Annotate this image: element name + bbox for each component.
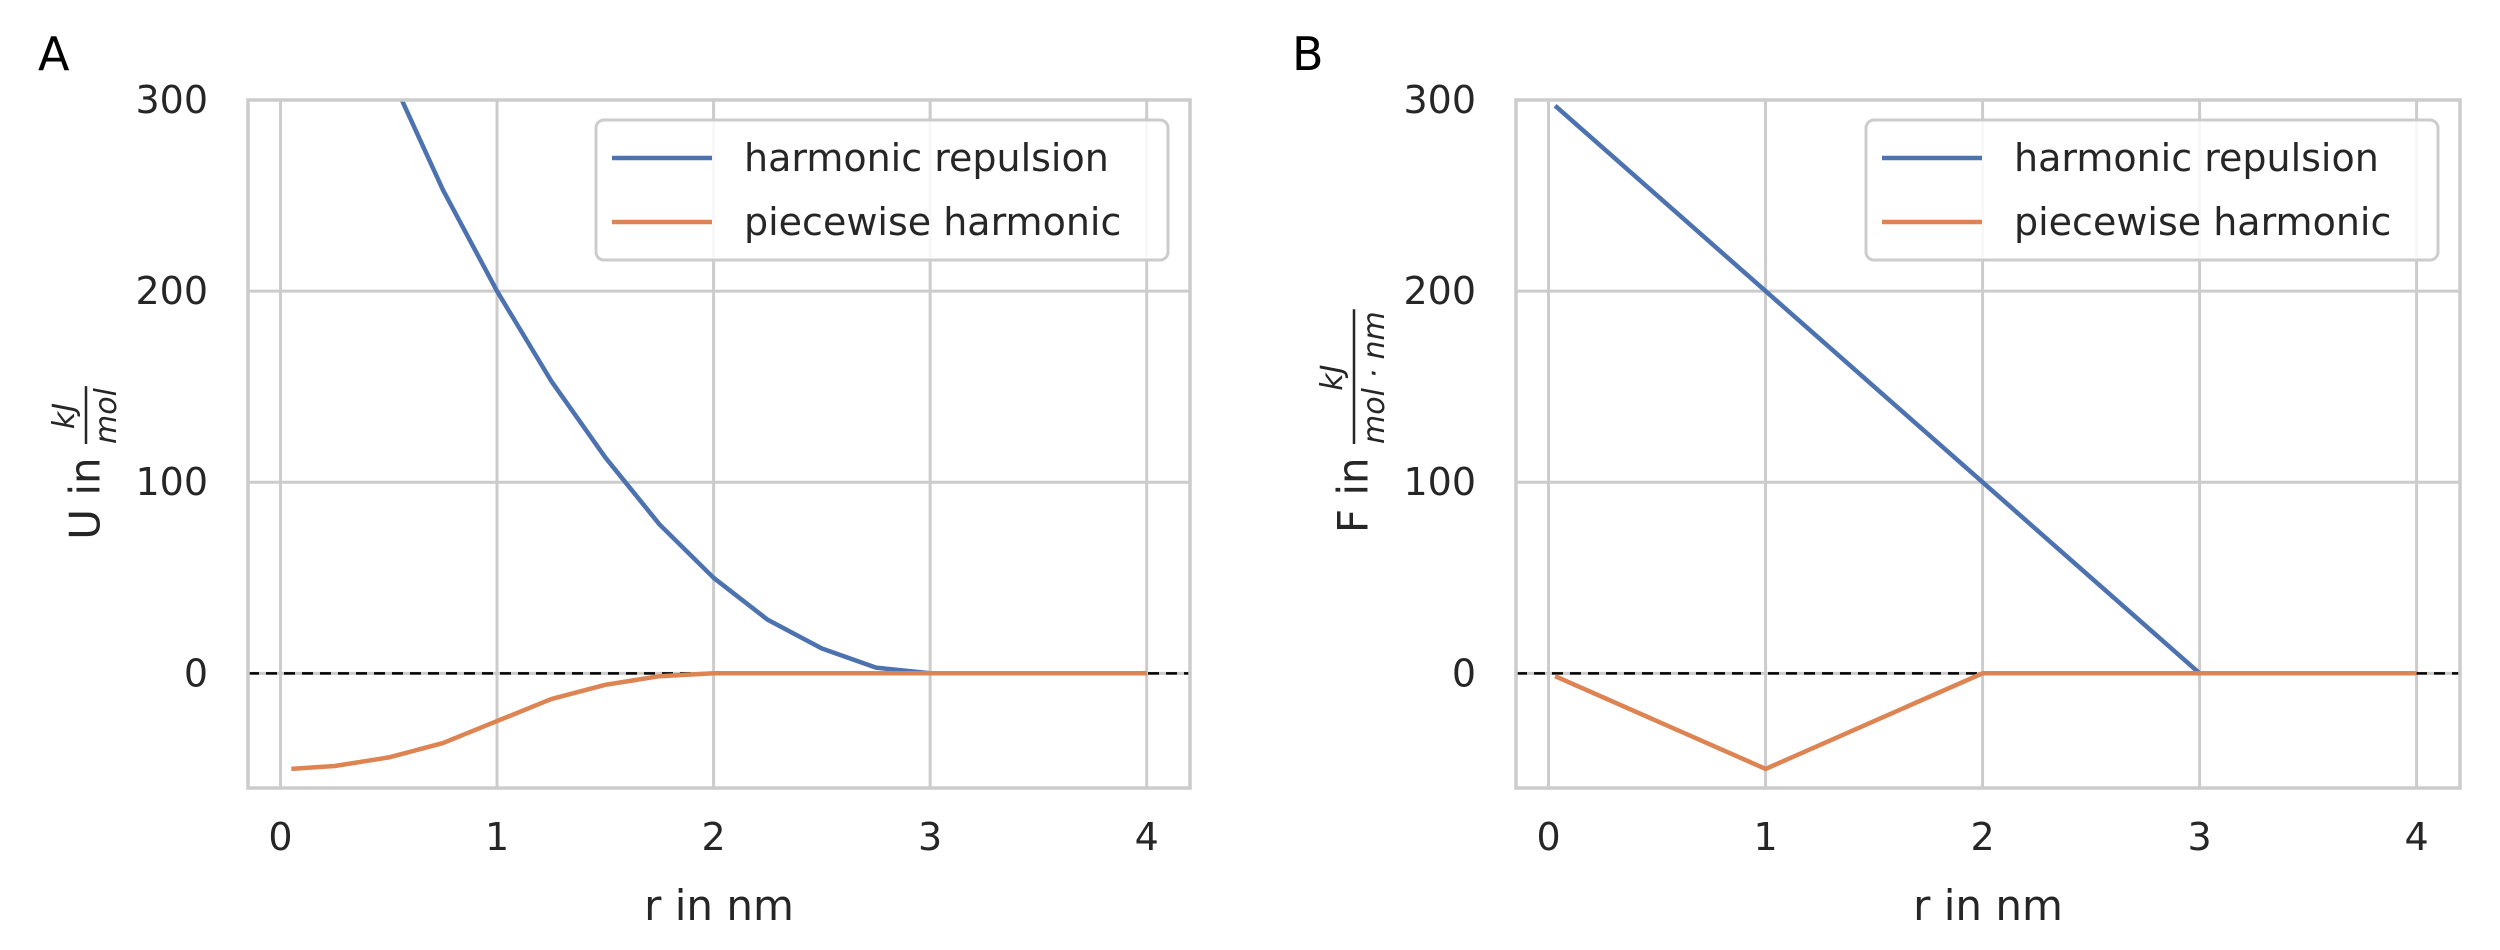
legend-box [594, 118, 1170, 262]
y-tick-label: 200 [1403, 269, 1476, 313]
plot-area [291, 100, 1147, 772]
y-axis-label: U in kJ mol [47, 386, 124, 540]
y-tick-label: 0 [1452, 651, 1476, 695]
panel-a: A 0 1 2 3 4 0 100 200 300 r in nm U in kJ mol harmoni… [38, 27, 1192, 930]
legend-label: harmonic repulsion [744, 136, 1109, 180]
panel-b: B 0 1 2 3 4 0 100 200 300 r in nm F in kJ mol · nm ha… [1292, 27, 2462, 930]
x-tick-label: 4 [1135, 815, 1159, 859]
x-tick-label: 0 [1536, 815, 1560, 859]
plot-frame [1514, 98, 2462, 790]
plot-frame [246, 98, 1192, 790]
y-tick-label: 100 [135, 460, 208, 504]
y-tick-label: 200 [135, 269, 208, 313]
plot-area [1553, 104, 2417, 772]
y-axis-label-prefix: F in [1329, 444, 1378, 533]
x-tick-label: 1 [485, 815, 509, 859]
y-axis-label-numerator: kJ [1315, 365, 1350, 391]
y-tick-label: 100 [1403, 460, 1476, 504]
x-tick-label: 4 [2405, 815, 2429, 859]
x-tick-label: 2 [701, 815, 725, 859]
series-line-piecewise-harmonic [1554, 671, 2417, 772]
y-axis-label-denominator: mol · nm [1357, 311, 1392, 444]
legend-box [1864, 118, 2440, 262]
x-tick-label: 3 [918, 815, 942, 859]
x-tick-label: 1 [1753, 815, 1777, 859]
panel-letter: A [38, 27, 70, 81]
series-line-piecewise-harmonic [291, 671, 1147, 772]
x-tick-label: 2 [1970, 815, 1994, 859]
y-tick-label: 300 [135, 78, 208, 122]
y-axis-label-denominator: mol [89, 387, 124, 444]
y-tick-label: 300 [1403, 78, 1476, 122]
legend-label: piecewise harmonic [744, 200, 1121, 244]
x-tick-label: 3 [2187, 815, 2211, 859]
y-axis-label: F in kJ mol · nm [1315, 309, 1392, 533]
legend-label: harmonic repulsion [2014, 136, 2379, 180]
x-axis-label: r in nm [1913, 881, 2063, 930]
legend-label: piecewise harmonic [2014, 200, 2391, 244]
y-tick-label: 0 [184, 651, 208, 695]
y-axis-label-prefix: U in [61, 444, 110, 540]
x-axis-label: r in nm [644, 881, 794, 930]
x-tick-label: 0 [268, 815, 292, 859]
y-axis-label-numerator: kJ [47, 403, 82, 429]
panel-letter: B [1292, 27, 1324, 81]
